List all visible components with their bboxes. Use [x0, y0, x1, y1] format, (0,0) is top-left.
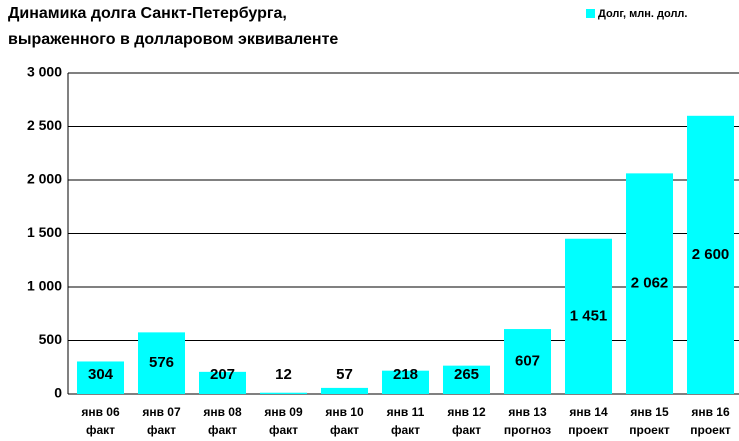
- x-tick-label: факт: [147, 423, 176, 437]
- x-tick-label: прогноз: [504, 423, 551, 437]
- x-tick-label: факт: [86, 423, 115, 437]
- x-tick-label: факт: [208, 423, 237, 437]
- x-tick-label: факт: [269, 423, 298, 437]
- value-label: 57: [336, 366, 353, 383]
- value-label: 304: [88, 366, 114, 383]
- y-tick-label: 3 000: [27, 64, 62, 80]
- x-tick-label: янв 16: [691, 405, 730, 419]
- x-tick-label: янв 11: [387, 405, 425, 419]
- x-tick-label: янв 09: [264, 405, 303, 419]
- bar: [321, 387, 368, 394]
- x-tick-label: янв 07: [142, 405, 181, 419]
- bar: [443, 365, 490, 394]
- x-tick-label: факт: [391, 423, 420, 437]
- x-tick-label: факт: [330, 423, 359, 437]
- chart-title: Динамика долга Санкт-Петербурга,: [8, 5, 287, 22]
- bar: [687, 115, 734, 395]
- y-tick-label: 2 500: [27, 117, 62, 133]
- bar: [138, 332, 185, 394]
- value-label: 2 062: [631, 275, 669, 292]
- value-label: 576: [149, 354, 174, 371]
- bar: [565, 238, 612, 394]
- x-tick-label: янв 15: [630, 405, 669, 419]
- value-label: 12: [275, 366, 292, 383]
- x-tick-label: янв 13: [508, 405, 547, 419]
- x-tick-label: янв 08: [203, 405, 242, 419]
- bar: [382, 370, 429, 394]
- legend-label: Долг, млн. долл.: [598, 8, 687, 20]
- value-label: 218: [393, 366, 418, 383]
- y-tick-label: 2 000: [27, 171, 62, 187]
- y-tick-label: 500: [39, 331, 63, 347]
- x-tick-label: проект: [568, 423, 609, 437]
- x-tick-label: янв 10: [325, 405, 364, 419]
- bar: [626, 173, 673, 394]
- x-tick-label: янв 14: [569, 405, 608, 419]
- x-tick-label: янв 12: [447, 405, 486, 419]
- value-label: 1 451: [570, 307, 608, 324]
- x-tick-label: проект: [629, 423, 670, 437]
- y-tick-label: 1 000: [27, 278, 62, 294]
- y-tick-label: 1 500: [27, 224, 62, 240]
- x-tick-label: факт: [452, 423, 481, 437]
- x-tick-label: проект: [690, 423, 731, 437]
- bar: [260, 392, 307, 394]
- value-label: 2 600: [692, 246, 730, 263]
- bar: [199, 371, 246, 394]
- value-label: 607: [515, 352, 540, 369]
- bar: [504, 329, 551, 394]
- x-tick-label: янв 06: [81, 405, 120, 419]
- chart-title: выраженного в долларовом эквиваленте: [8, 31, 338, 48]
- y-tick-label: 0: [54, 385, 62, 401]
- value-label: 265: [454, 366, 479, 383]
- value-label: 207: [210, 366, 235, 383]
- bar: [77, 361, 124, 394]
- legend-swatch: [586, 9, 595, 18]
